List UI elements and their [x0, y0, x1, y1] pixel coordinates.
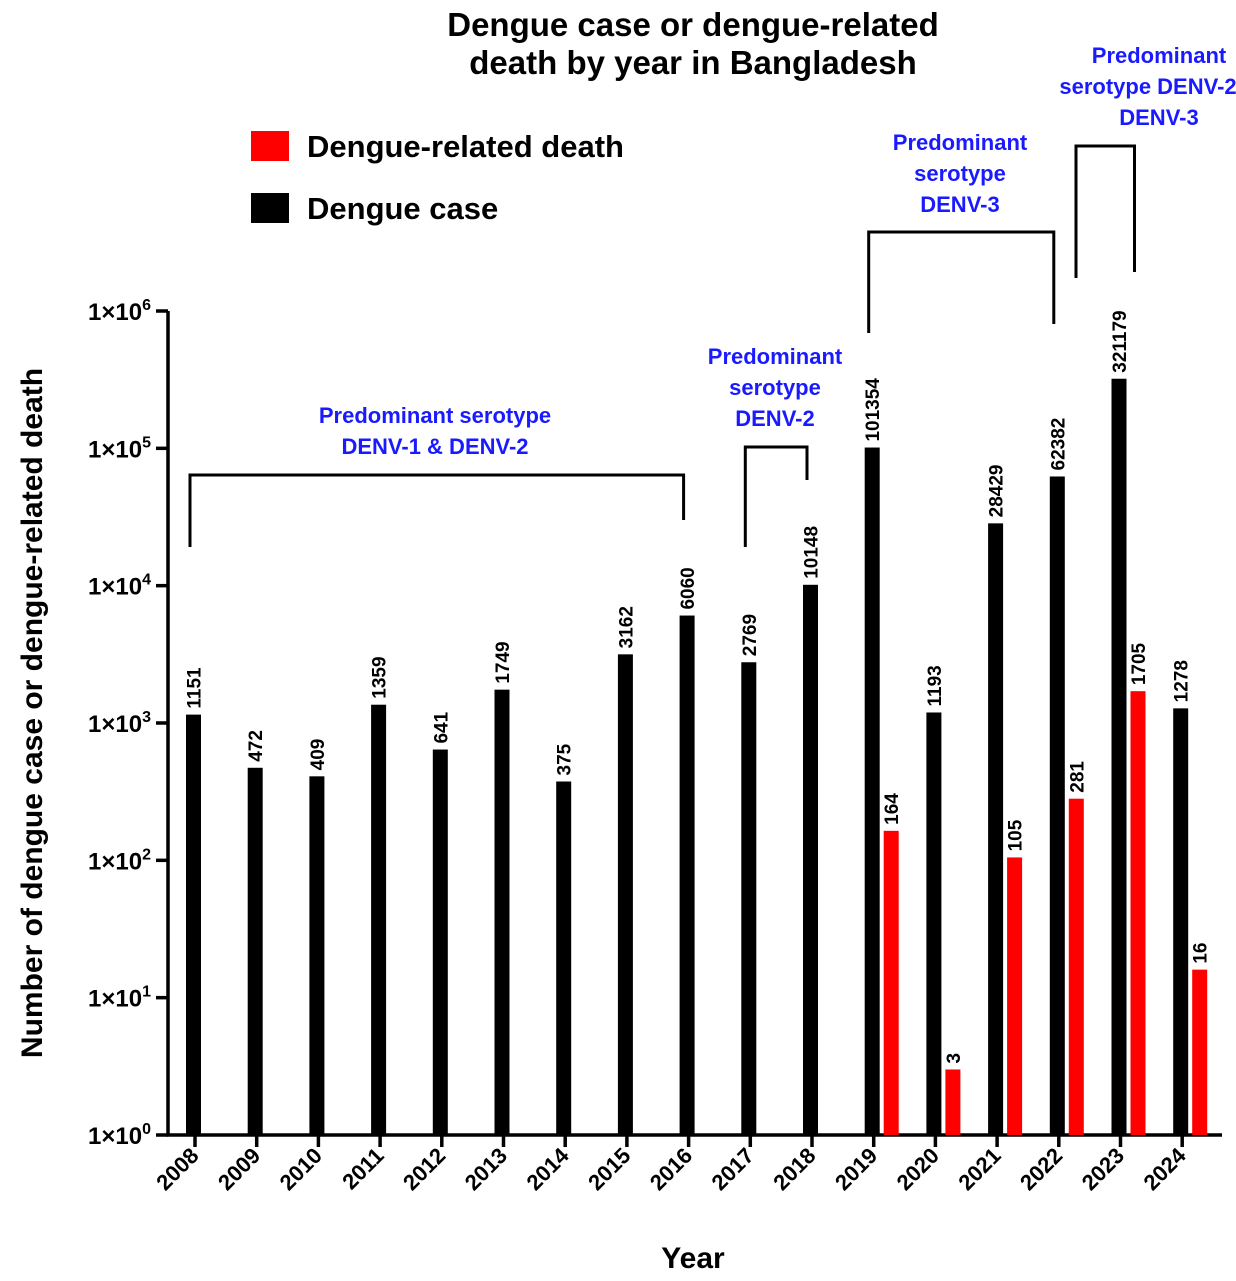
y-tick-label: 1×101 [88, 984, 151, 1013]
case-value-label: 62382 [1048, 418, 1069, 471]
case-value-label: 1151 [185, 667, 206, 709]
case-bar [494, 689, 510, 1135]
case-bar [988, 523, 1004, 1135]
bars [186, 378, 1208, 1135]
x-tick-label: 2011 [337, 1143, 388, 1194]
annotations: Predominant serotype DENV-1 & DENV-2 Predo… [188, 43, 1236, 547]
legend-swatch [251, 193, 289, 223]
case-bar [926, 712, 942, 1135]
death-bar [1130, 691, 1146, 1135]
x-tick-label: 2024 [1138, 1142, 1191, 1195]
case-value-label: 10148 [802, 526, 823, 579]
chart-title-line: Dengue case or dengue-related [447, 6, 938, 43]
case-bar [556, 781, 572, 1135]
y-tick-label: 1×100 [88, 1121, 151, 1150]
case-bar [186, 714, 201, 1135]
serotype-annotation-text: serotype DENV-2 & [1059, 74, 1236, 99]
x-tick-label: 2021 [953, 1143, 1005, 1195]
serotype-annotation-text: serotype [914, 161, 1006, 186]
serotype-bracket [1074, 144, 1136, 278]
x-tick-label: 2008 [151, 1143, 203, 1195]
x-tick-label: 2017 [707, 1143, 759, 1195]
y-tick-label: 1×104 [88, 572, 151, 601]
case-value-label: 409 [308, 739, 329, 771]
case-bar [679, 615, 695, 1135]
serotype-annotation-text: DENV-2 [735, 406, 814, 431]
case-bar [741, 662, 757, 1135]
case-bar [864, 447, 880, 1135]
case-value-label: 2769 [740, 614, 761, 656]
case-bar [371, 704, 387, 1135]
death-value-label: 1705 [1129, 642, 1150, 685]
death-bar [1068, 798, 1084, 1135]
x-tick-label: 2020 [892, 1143, 944, 1195]
serotype-annotation-text: Predominant [893, 130, 1028, 155]
case-bar [1173, 708, 1189, 1135]
x-tick-label: 2013 [460, 1143, 512, 1195]
serotype-annotation-text: serotype [729, 375, 821, 400]
serotype-annotation-text: DENV-3 [920, 192, 999, 217]
x-tick-label: 2010 [275, 1143, 327, 1195]
chart-title-line: death by year in Bangladesh [469, 44, 916, 81]
case-bar [1049, 476, 1065, 1135]
case-value-label: 321179 [1110, 310, 1131, 372]
serotype-annotation-text: Predominant serotype [319, 403, 551, 428]
x-tick-label: 2022 [1015, 1143, 1067, 1195]
x-tick-label: 2018 [768, 1143, 820, 1195]
death-value-label: 105 [1006, 819, 1027, 851]
death-bar [1192, 969, 1208, 1135]
x-tick-label: 2014 [521, 1142, 574, 1195]
serotype-bracket [188, 473, 686, 547]
case-value-label: 1193 [925, 665, 946, 706]
legend-swatch [251, 131, 289, 161]
serotype-annotation-text: DENV-1 & DENV-2 [341, 434, 528, 459]
case-value-label: 1278 [1172, 660, 1193, 702]
x-axis-title: Year [661, 1242, 725, 1275]
x-tick-label: 2019 [830, 1143, 882, 1195]
serotype-bracket [743, 445, 809, 547]
death-bar [883, 830, 899, 1135]
case-value-label: 1749 [493, 641, 514, 683]
data-labels: 164 3 105 281 1705 16 1151 472 409 1359 641 1749 375… [185, 310, 1212, 1063]
death-value-label: 164 [882, 793, 903, 825]
legend: Dengue-related death Dengue case [251, 129, 624, 226]
y-tick-label: 1×102 [88, 846, 151, 875]
serotype-annotation-text: DENV-3 [1119, 105, 1198, 130]
case-value-label: 101354 [863, 378, 884, 442]
case-value-label: 375 [555, 743, 576, 775]
case-bar [309, 776, 325, 1135]
serotype-bracket [867, 230, 1056, 333]
death-value-label: 16 [1191, 942, 1212, 963]
case-bar [617, 654, 633, 1135]
y-tick-label: 1×105 [88, 434, 151, 463]
case-value-label: 28429 [987, 465, 1008, 518]
case-bar [803, 584, 818, 1135]
case-bar [432, 749, 448, 1135]
case-bar [247, 767, 263, 1135]
case-value-label: 6060 [678, 567, 699, 609]
death-value-label: 3 [944, 1053, 965, 1064]
legend-label: Dengue-related death [307, 129, 624, 164]
serotype-annotation-text: Predominant [1092, 43, 1227, 68]
death-bar [1007, 857, 1023, 1135]
case-value-label: 472 [246, 730, 267, 762]
case-value-label: 3162 [616, 606, 637, 648]
case-value-label: 641 [431, 711, 452, 743]
x-tick-label: 2023 [1077, 1143, 1129, 1195]
y-tick-label: 1×103 [88, 709, 151, 738]
x-tick-label: 2009 [213, 1143, 265, 1195]
serotype-annotation-text: Predominant [708, 344, 843, 369]
x-tick-label: 2015 [583, 1143, 635, 1195]
x-tick-label: 2016 [645, 1143, 697, 1195]
case-value-label: 1359 [370, 656, 391, 698]
case-bar [1111, 378, 1127, 1135]
death-bar [945, 1069, 961, 1135]
legend-label: Dengue case [307, 191, 498, 226]
death-value-label: 281 [1067, 761, 1088, 793]
y-tick-label: 1×106 [88, 297, 151, 326]
y-axis-title: Number of dengue case or dengue-related … [16, 368, 49, 1058]
x-tick-label: 2012 [398, 1143, 450, 1195]
